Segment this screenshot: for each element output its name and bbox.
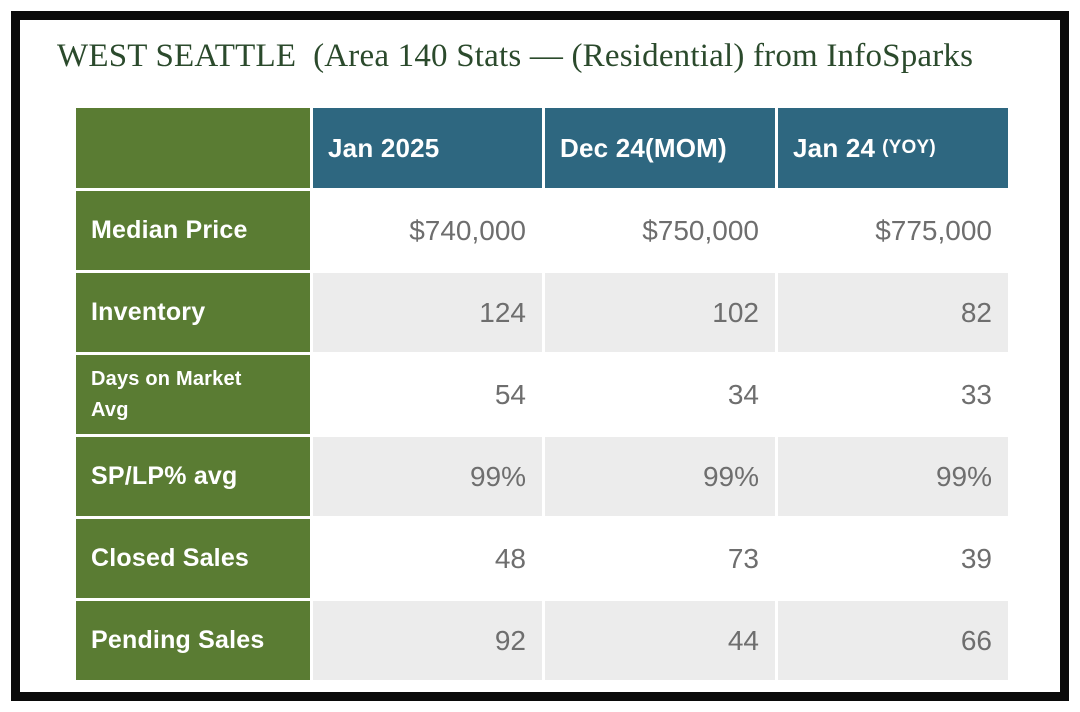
page-title: WEST SEATTLE (Area 140 Stats — (Resident… <box>57 38 974 74</box>
col-header-label: Jan 24 <box>793 132 876 163</box>
pending-sales-dec-24-value: 44 <box>545 601 775 680</box>
row-label-inventory: Inventory <box>76 273 310 352</box>
median-price-jan-2025-value: $740,000 <box>313 191 542 270</box>
days-on-market-jan-2025-value: 54 <box>313 355 542 434</box>
median-price-dec-24-value: $750,000 <box>545 191 775 270</box>
row-label-days-on-market-avg: Days on Market Avg <box>76 355 310 434</box>
corner-cell <box>76 108 310 188</box>
row-label-pending-sales: Pending Sales <box>76 601 310 680</box>
col-header-dec-24-mom: Dec 24(MOM) <box>545 108 775 188</box>
closed-sales-dec-24-value: 73 <box>545 519 775 598</box>
closed-sales-jan-2025-value: 48 <box>313 519 542 598</box>
col-header-jan-24-yoy: Jan 24 (YOY) <box>778 108 1008 188</box>
row-label-sp-lp-avg: SP/LP% avg <box>76 437 310 516</box>
sp-lp-jan-2025-value: 99% <box>313 437 542 516</box>
median-price-jan-24-value: $775,000 <box>778 191 1008 270</box>
closed-sales-jan-24-value: 39 <box>778 519 1008 598</box>
col-header-label: Jan 2025 <box>328 132 440 163</box>
pending-sales-jan-24-value: 66 <box>778 601 1008 680</box>
sp-lp-jan-24-value: 99% <box>778 437 1008 516</box>
row-label-closed-sales: Closed Sales <box>76 519 310 598</box>
col-header-jan-2025: Jan 2025 <box>313 108 542 188</box>
days-on-market-jan-24-value: 33 <box>778 355 1008 434</box>
inventory-jan-24-value: 82 <box>778 273 1008 352</box>
sp-lp-dec-24-value: 99% <box>545 437 775 516</box>
pending-sales-jan-2025-value: 92 <box>313 601 542 680</box>
days-on-market-dec-24-value: 34 <box>545 355 775 434</box>
col-header-suffix: (YOY) <box>882 137 936 158</box>
inventory-dec-24-value: 102 <box>545 273 775 352</box>
row-label-median-price: Median Price <box>76 191 310 270</box>
stats-table: Jan 2025 Dec 24(MOM) Jan 24 (YOY) Median… <box>76 108 1008 680</box>
col-header-label: Dec 24(MOM) <box>560 132 727 163</box>
inventory-jan-2025-value: 124 <box>313 273 542 352</box>
